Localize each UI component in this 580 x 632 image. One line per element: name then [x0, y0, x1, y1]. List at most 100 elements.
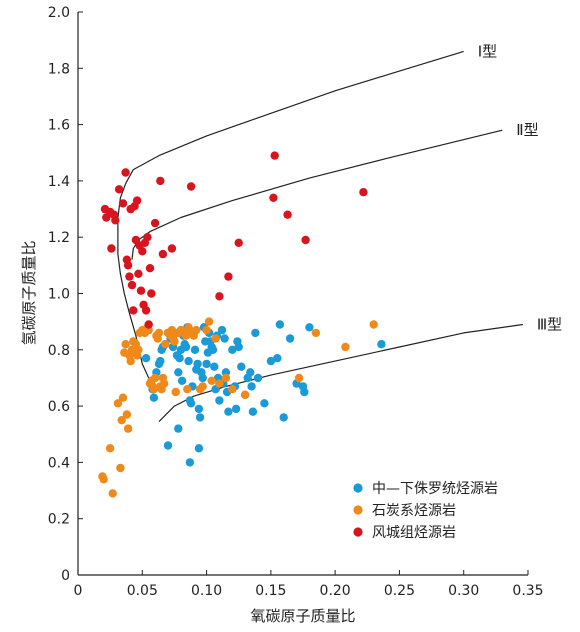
y-tick-label: 1.8: [48, 61, 70, 77]
data-point: [113, 399, 123, 408]
legend-label: 风城组烃源岩: [372, 525, 456, 541]
data-point: [116, 463, 125, 473]
data-point: [270, 151, 279, 160]
data-point: [208, 345, 218, 354]
x-tick-label: 0.25: [384, 583, 415, 599]
data-point: [210, 362, 219, 371]
type-curve: [158, 323, 523, 423]
data-point: [311, 328, 321, 338]
data-point: [301, 235, 310, 245]
data-point: [204, 317, 214, 326]
data-point: [202, 325, 211, 335]
y-tick-label: 2.0: [48, 5, 70, 21]
data-point: [129, 306, 138, 315]
data-point: [207, 376, 216, 385]
type-curve: [117, 50, 464, 393]
data-point: [177, 376, 187, 385]
data-point: [253, 373, 263, 383]
data-point: [198, 382, 207, 391]
data-point: [185, 458, 195, 467]
data-point: [118, 199, 128, 208]
data-point: [150, 373, 160, 383]
data-point: [285, 334, 295, 343]
data-point: [149, 385, 159, 394]
data-point: [170, 337, 179, 346]
data-point: [167, 325, 177, 335]
data-point: [143, 233, 152, 242]
data-point: [138, 247, 147, 256]
data-point: [294, 373, 304, 383]
y-tick-label: 1.2: [48, 230, 70, 246]
data-point: [123, 424, 133, 433]
y-tick-label: 0.8: [48, 343, 70, 359]
y-tick-label: 0: [61, 568, 70, 584]
data-point: [126, 356, 135, 366]
legend-marker: [353, 527, 363, 537]
type-curve-label: Ⅱ型: [516, 121, 538, 139]
data-point: [260, 399, 269, 408]
data-point: [369, 320, 378, 329]
type-curves: [117, 50, 523, 423]
data-point: [215, 292, 224, 301]
data-point: [127, 280, 137, 290]
x-tick-label: 0.35: [512, 583, 543, 599]
data-point: [190, 345, 200, 354]
data-point: [283, 210, 292, 219]
data-point: [251, 328, 260, 338]
ticks: 0 0.05 0.10 0.15 0.20 0.25 0.30 0.35 0 0.2 0.4 0.6 0…: [48, 5, 544, 599]
data-point: [156, 176, 165, 186]
x-tick-label: 0.15: [255, 583, 286, 599]
data-point: [134, 345, 143, 354]
y-tick-label: 1.4: [48, 174, 70, 190]
data-point: [217, 325, 227, 335]
data-point: [144, 320, 153, 329]
data-points: [98, 151, 386, 498]
data-point: [224, 272, 233, 281]
data-point: [228, 345, 237, 354]
data-point: [377, 340, 386, 349]
data-point: [186, 399, 196, 408]
data-point: [149, 393, 159, 402]
x-tick-label: 0.05: [127, 583, 158, 599]
data-point: [132, 196, 142, 205]
data-point: [192, 325, 201, 335]
data-point: [246, 368, 255, 377]
data-point: [156, 356, 165, 366]
data-point: [117, 416, 126, 425]
data-point: [221, 373, 231, 383]
data-point: [279, 413, 288, 422]
data-point: [186, 182, 196, 191]
data-point: [99, 475, 108, 484]
x-tick-label: 0.10: [191, 583, 222, 599]
data-point: [123, 261, 133, 270]
data-point: [175, 354, 184, 363]
data-point: [211, 334, 220, 343]
x-tick-label: 0.30: [448, 583, 479, 599]
type-curve-label: Ⅲ型: [537, 315, 562, 333]
data-point: [122, 410, 132, 419]
x-axis-title: 氧碳原子质量比: [250, 607, 355, 625]
data-point: [215, 396, 224, 405]
x-tick-label: 0: [74, 583, 83, 599]
data-point: [107, 244, 116, 253]
data-point: [114, 185, 124, 194]
type-curve: [131, 129, 503, 260]
legend-label: 中—下侏罗统烃源岩: [372, 481, 498, 497]
data-point: [136, 286, 146, 295]
data-point: [158, 249, 168, 259]
y-tick-label: 0.6: [48, 399, 70, 415]
data-point: [141, 306, 151, 315]
type-curve-label: Ⅰ型: [478, 42, 497, 60]
data-point: [141, 354, 151, 363]
data-point: [171, 387, 180, 397]
data-point: [275, 320, 285, 329]
y-tick-label: 0.2: [48, 512, 70, 528]
data-point: [198, 373, 207, 383]
data-point: [237, 362, 246, 371]
legend-marker: [353, 505, 363, 515]
data-point: [184, 356, 193, 366]
data-point: [194, 404, 204, 414]
data-point: [266, 356, 276, 366]
data-point: [220, 334, 229, 343]
